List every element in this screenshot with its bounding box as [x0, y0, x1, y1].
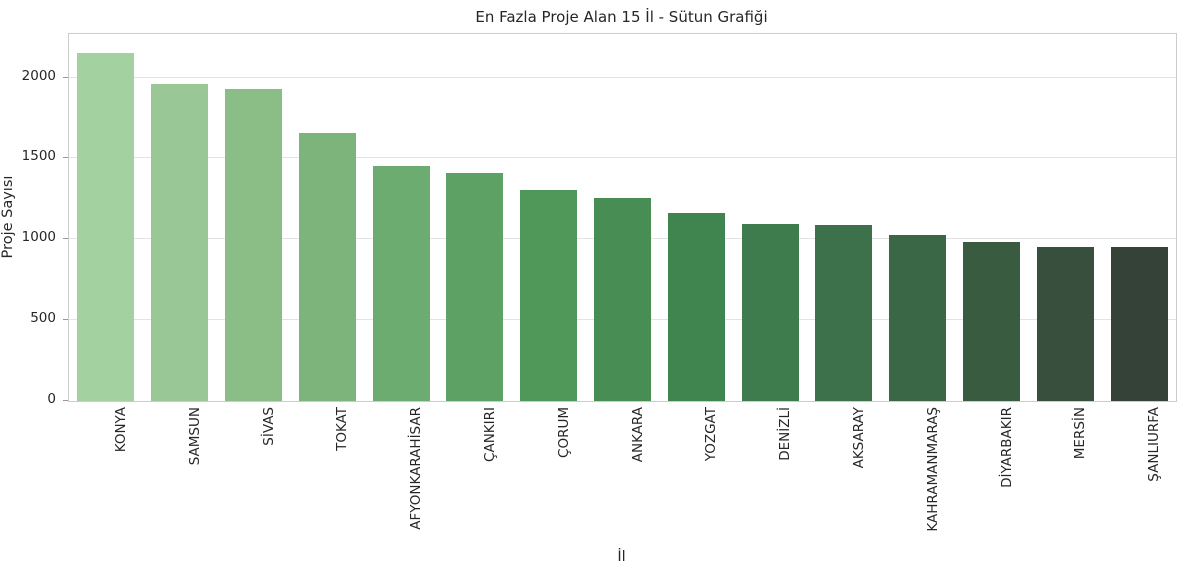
bar-di̇yarbakir: [962, 241, 1021, 401]
bar-ankara: [593, 198, 652, 401]
ytick-label-1500: 1500: [21, 148, 56, 165]
bar-si̇vas: [224, 88, 283, 401]
bar-konya: [77, 53, 135, 401]
xtick-label-çorum: ÇORUM: [555, 407, 572, 458]
y-axis-label: Proje Sayısı: [0, 175, 16, 259]
xtick-label-afyonkarahi̇sar: AFYONKARAHİSAR: [408, 407, 425, 530]
xtick-label-aksaray: AKSARAY: [850, 407, 867, 469]
xtick-label-samsun: SAMSUN: [186, 407, 203, 466]
ytick-mark: [63, 238, 68, 240]
ytick-label-1000: 1000: [21, 229, 56, 246]
bar-tokat: [298, 132, 356, 401]
xtick-label-si̇vas: SİVAS: [260, 407, 277, 446]
bar-çorum: [520, 189, 578, 401]
xtick-label-mersi̇n: MERSİN: [1072, 407, 1089, 460]
ytick-mark: [63, 76, 68, 78]
gridline-2000: [69, 76, 1176, 78]
ytick-mark: [63, 400, 68, 401]
chart-title: En Fazla Proje Alan 15 İl - Sütun Grafiğ…: [475, 8, 768, 26]
xtick-label-çankiri: ÇANKIRI: [481, 407, 498, 462]
bar-yozgat: [667, 213, 725, 401]
xtick-label-di̇yarbakir: DİYARBAKIR: [998, 407, 1015, 488]
xtick-label-ankara: ANKARA: [629, 407, 646, 463]
xtick-label-deni̇zli̇: DENİZLİ: [777, 407, 794, 461]
xtick-label-kahramanmaraş: KAHRAMANMARAŞ: [924, 407, 941, 532]
gridline-1500: [69, 157, 1176, 159]
bar-kahramanmaraş: [889, 235, 947, 401]
bar-samsun: [151, 83, 209, 401]
ytick-mark: [63, 319, 68, 321]
bar-deni̇zli̇: [741, 223, 799, 401]
bar-afyonkarahi̇sar: [372, 165, 430, 401]
x-axis-label: İl: [617, 549, 626, 565]
bar-mersi̇n: [1036, 246, 1094, 401]
xtick-label-konya: KONYA: [112, 407, 129, 453]
ytick-mark: [63, 157, 68, 159]
ytick-label-0: 0: [47, 391, 56, 407]
xtick-label-yozgat: YOZGAT: [703, 407, 720, 462]
bar-çankiri: [446, 172, 504, 401]
ytick-label-500: 500: [30, 310, 56, 327]
xtick-label-tokat: TOKAT: [334, 407, 351, 451]
xtick-label-şanliurfa: ŞANLIURFA: [1146, 407, 1163, 482]
bar-şanliurfa: [1110, 247, 1168, 401]
plot-area: [68, 33, 1177, 402]
bar-aksaray: [815, 224, 873, 401]
ytick-label-2000: 2000: [21, 67, 56, 84]
